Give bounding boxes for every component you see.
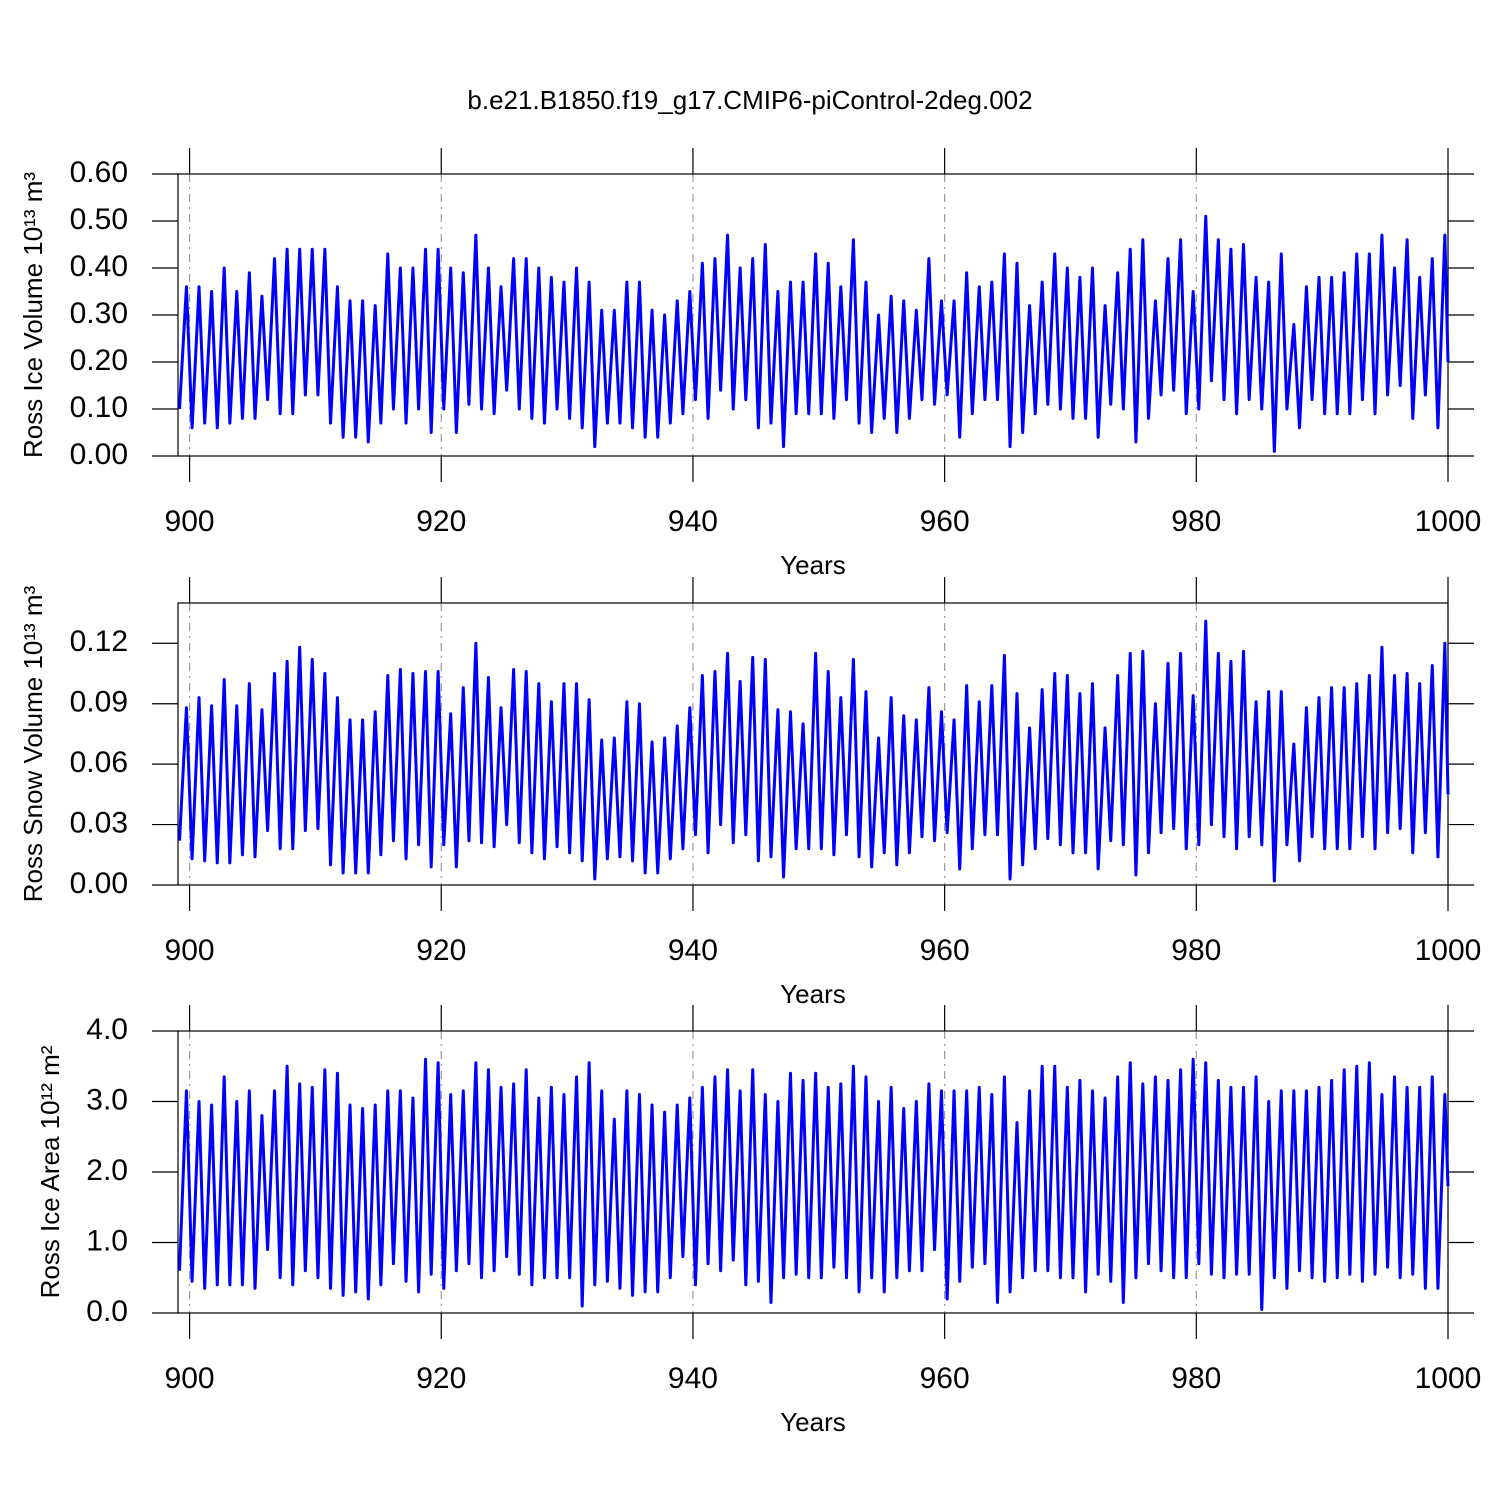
- y-tick-label: 0.10: [70, 391, 128, 424]
- chart-title: b.e21.B1850.f19_g17.CMIP6-piControl-2deg…: [467, 85, 1032, 115]
- x-tick-label: 940: [668, 934, 718, 967]
- x-tick-label: 920: [416, 505, 466, 538]
- x-tick-label: 1000: [1415, 1362, 1482, 1395]
- x-tick-label: 920: [416, 934, 466, 967]
- y-axis-label: Ross Ice Area 10¹² m²: [35, 1045, 65, 1298]
- x-tick-label: 960: [920, 505, 970, 538]
- y-tick-label: 0.00: [70, 867, 128, 900]
- x-axis-label: Years: [780, 1407, 846, 1437]
- x-tick-label: 960: [920, 1362, 970, 1395]
- y-tick-label: 0.30: [70, 297, 128, 330]
- y-axis-label: Ross Ice Volume 10¹³ m³: [18, 172, 48, 458]
- y-tick-label: 0.60: [70, 156, 128, 189]
- x-tick-label: 900: [165, 934, 215, 967]
- y-tick-label: 0.09: [70, 686, 128, 719]
- y-axis-label: Ross Snow Volume 10¹³ m³: [18, 585, 48, 902]
- x-tick-label: 980: [1171, 505, 1221, 538]
- data-line: [178, 214, 1450, 453]
- x-tick-label: 960: [920, 934, 970, 967]
- x-tick-label: 940: [668, 1362, 718, 1395]
- x-axis-label: Years: [780, 979, 846, 1009]
- data-line: [178, 619, 1450, 883]
- x-tick-label: 980: [1171, 934, 1221, 967]
- y-tick-label: 0.0: [86, 1295, 128, 1328]
- y-tick-label: 0.03: [70, 806, 128, 839]
- y-tick-label: 4.0: [86, 1013, 128, 1046]
- y-tick-label: 2.0: [86, 1154, 128, 1187]
- y-tick-label: 0.40: [70, 250, 128, 283]
- y-tick-label: 0.00: [70, 438, 128, 471]
- x-tick-label: 1000: [1415, 934, 1482, 967]
- y-tick-label: 0.12: [70, 625, 128, 658]
- x-tick-label: 900: [165, 1362, 215, 1395]
- x-tick-label: 940: [668, 505, 718, 538]
- x-tick-label: 1000: [1415, 505, 1482, 538]
- y-tick-label: 0.06: [70, 746, 128, 779]
- x-axis-label: Years: [780, 550, 846, 580]
- y-tick-label: 3.0: [86, 1083, 128, 1116]
- data-line: [178, 1057, 1450, 1311]
- y-tick-label: 0.50: [70, 203, 128, 236]
- y-tick-label: 1.0: [86, 1224, 128, 1257]
- x-tick-label: 920: [416, 1362, 466, 1395]
- y-tick-label: 0.20: [70, 344, 128, 377]
- x-tick-label: 980: [1171, 1362, 1221, 1395]
- x-tick-label: 900: [165, 505, 215, 538]
